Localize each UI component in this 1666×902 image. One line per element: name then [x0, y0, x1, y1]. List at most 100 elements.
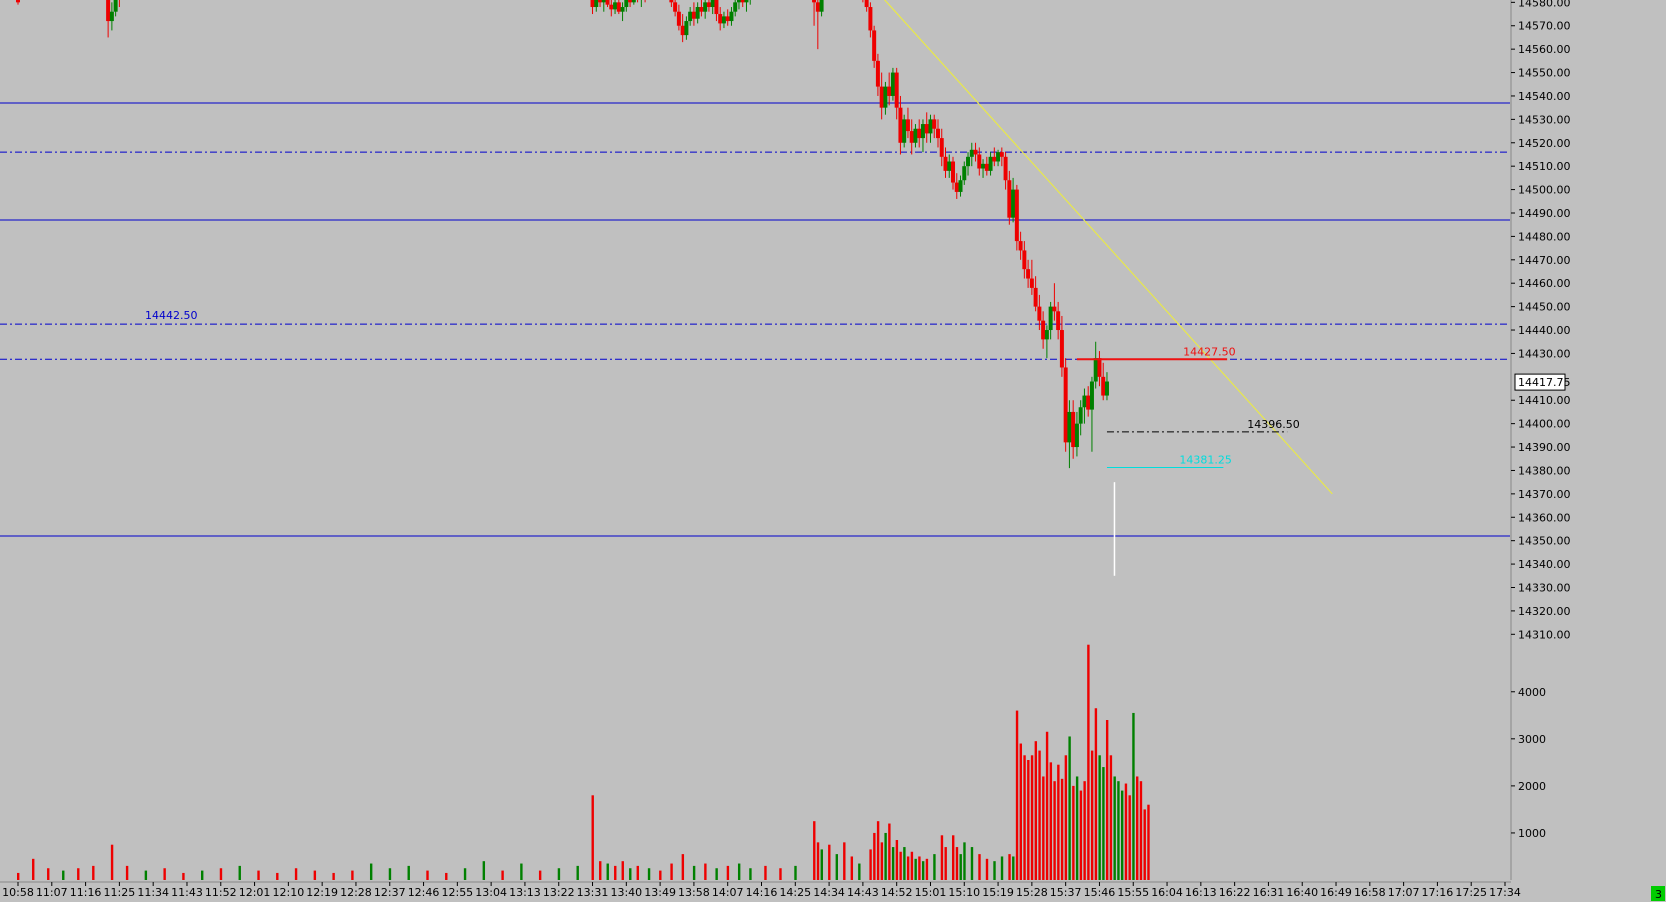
- candle[interactable]: [684, 16, 689, 40]
- candle[interactable]: [1033, 276, 1038, 312]
- candle[interactable]: [624, 0, 629, 12]
- candle[interactable]: [872, 25, 877, 68]
- candle[interactable]: [954, 173, 959, 199]
- candle[interactable]: [729, 7, 734, 26]
- candle[interactable]: [669, 0, 674, 8]
- candle[interactable]: [106, 0, 111, 38]
- candle[interactable]: [605, 0, 610, 8]
- candle[interactable]: [748, 0, 752, 5]
- candle[interactable]: [714, 0, 719, 22]
- candle[interactable]: [977, 147, 982, 176]
- candle[interactable]: [898, 95, 903, 155]
- candle[interactable]: [703, 0, 708, 19]
- candle[interactable]: [879, 72, 884, 120]
- candle[interactable]: [1037, 294, 1042, 331]
- candle[interactable]: [736, 0, 741, 10]
- candle[interactable]: [1063, 358, 1068, 452]
- candle[interactable]: [988, 152, 993, 176]
- candle[interactable]: [939, 128, 944, 167]
- candle[interactable]: [643, 0, 647, 3]
- candle[interactable]: [1014, 184, 1019, 251]
- candle[interactable]: [1007, 170, 1012, 225]
- candle[interactable]: [890, 67, 895, 101]
- candle[interactable]: [984, 156, 989, 176]
- candle[interactable]: [868, 2, 873, 38]
- candle[interactable]: [1052, 283, 1057, 321]
- candle[interactable]: [733, 0, 738, 17]
- candle[interactable]: [598, 0, 603, 8]
- candle[interactable]: [812, 0, 817, 26]
- candle[interactable]: [943, 147, 948, 178]
- candle[interactable]: [744, 0, 749, 12]
- candle[interactable]: [616, 0, 621, 15]
- candle[interactable]: [861, 0, 865, 3]
- candle[interactable]: [1003, 152, 1008, 190]
- candle[interactable]: [932, 114, 937, 139]
- candle[interactable]: [887, 72, 892, 106]
- candle[interactable]: [601, 0, 606, 12]
- candle[interactable]: [917, 119, 922, 148]
- candle[interactable]: [902, 114, 907, 148]
- candle[interactable]: [920, 119, 925, 153]
- candle[interactable]: [740, 0, 745, 8]
- candle[interactable]: [1056, 301, 1061, 340]
- candle[interactable]: [613, 0, 618, 15]
- candle[interactable]: [725, 9, 730, 26]
- candle[interactable]: [969, 142, 974, 167]
- candle[interactable]: [958, 175, 963, 197]
- candle[interactable]: [909, 119, 914, 155]
- candle[interactable]: [1093, 341, 1098, 389]
- candle[interactable]: [999, 147, 1004, 167]
- candle[interactable]: [992, 147, 997, 167]
- candle[interactable]: [721, 11, 726, 29]
- candle[interactable]: [1097, 351, 1102, 387]
- candle[interactable]: [676, 4, 681, 31]
- candle[interactable]: [680, 14, 685, 43]
- candle[interactable]: [1086, 386, 1091, 417]
- candle[interactable]: [962, 161, 967, 185]
- candle[interactable]: [1041, 311, 1046, 349]
- candle[interactable]: [1026, 259, 1031, 288]
- candle[interactable]: [819, 0, 824, 17]
- candle[interactable]: [1082, 388, 1087, 424]
- candle[interactable]: [951, 156, 956, 190]
- candle[interactable]: [688, 7, 693, 26]
- candle[interactable]: [1048, 301, 1053, 340]
- candle[interactable]: [1067, 400, 1072, 469]
- candle[interactable]: [113, 0, 118, 17]
- candle[interactable]: [594, 0, 599, 12]
- candle[interactable]: [1071, 400, 1076, 459]
- candle[interactable]: [673, 0, 678, 17]
- candle[interactable]: [699, 0, 704, 17]
- candle[interactable]: [1011, 177, 1016, 223]
- candle[interactable]: [815, 0, 820, 50]
- candle[interactable]: [706, 0, 711, 12]
- candle[interactable]: [609, 0, 614, 17]
- candle[interactable]: [1101, 362, 1106, 401]
- candle[interactable]: [883, 81, 888, 115]
- candle[interactable]: [996, 149, 1001, 167]
- candle[interactable]: [1059, 315, 1064, 377]
- candle[interactable]: [913, 124, 918, 148]
- candle[interactable]: [117, 0, 121, 8]
- candle[interactable]: [1074, 411, 1079, 457]
- candle[interactable]: [924, 112, 929, 143]
- candle[interactable]: [718, 7, 723, 31]
- candle[interactable]: [1044, 325, 1049, 359]
- candle[interactable]: [1029, 259, 1034, 295]
- candle[interactable]: [1089, 376, 1094, 452]
- candle[interactable]: [590, 0, 595, 15]
- candle[interactable]: [1022, 241, 1027, 279]
- candle[interactable]: [905, 107, 910, 139]
- candle[interactable]: [620, 2, 625, 22]
- candle[interactable]: [639, 0, 643, 8]
- candle[interactable]: [1018, 231, 1023, 260]
- candle[interactable]: [16, 0, 20, 5]
- candle[interactable]: [966, 152, 971, 176]
- candle[interactable]: [628, 0, 633, 8]
- candle[interactable]: [864, 0, 869, 12]
- candle[interactable]: [691, 2, 696, 26]
- candle[interactable]: [109, 2, 114, 31]
- candle[interactable]: [1104, 372, 1109, 401]
